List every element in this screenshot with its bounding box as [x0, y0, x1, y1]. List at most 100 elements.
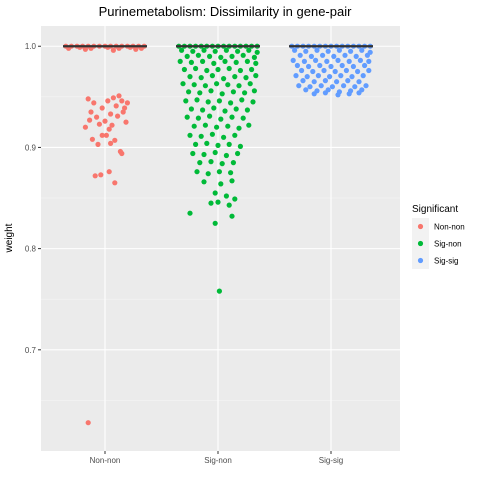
- data-point: [179, 47, 185, 53]
- data-point: [233, 59, 239, 65]
- data-point: [204, 67, 210, 74]
- data-point: [325, 48, 331, 54]
- data-point: [240, 52, 246, 58]
- data-point: [292, 47, 298, 53]
- data-point: [324, 58, 330, 64]
- data-point: [237, 67, 243, 74]
- data-point: [98, 172, 104, 178]
- data-point: [228, 100, 234, 106]
- data-point: [293, 73, 299, 79]
- data-point: [201, 179, 207, 185]
- data-point: [232, 196, 238, 202]
- data-point: [356, 90, 362, 96]
- data-point: [362, 62, 368, 69]
- data-point: [310, 68, 316, 75]
- data-point: [209, 131, 215, 137]
- data-point: [226, 65, 232, 72]
- legend-entries: Non-non Sig-non Sig-sig: [412, 218, 465, 269]
- data-point: [197, 90, 203, 96]
- data-point: [294, 62, 300, 69]
- x-tick-label: Non-non: [90, 456, 121, 465]
- data-point: [247, 81, 253, 87]
- data-point: [212, 149, 218, 156]
- data-point: [322, 90, 328, 96]
- data-point: [105, 98, 111, 104]
- data-point: [226, 141, 232, 147]
- data-point: [207, 53, 213, 60]
- data-point: [335, 92, 341, 98]
- data-point: [315, 73, 321, 79]
- data-point: [113, 103, 119, 109]
- data-point: [133, 46, 139, 52]
- data-point: [190, 48, 196, 54]
- data-point: [366, 67, 372, 74]
- data-point: [328, 63, 334, 70]
- data-point: [235, 150, 241, 157]
- data-point: [233, 106, 239, 112]
- data-point: [211, 60, 217, 66]
- data-point: [200, 107, 206, 113]
- data-point: [89, 136, 95, 142]
- y-tick-label: 0.7: [25, 346, 37, 355]
- data-point: [357, 57, 363, 64]
- data-point: [95, 141, 101, 147]
- data-point: [225, 82, 231, 88]
- data-point: [366, 58, 372, 64]
- data-point: [349, 74, 355, 80]
- data-point: [212, 220, 218, 226]
- data-point: [308, 53, 314, 60]
- data-point: [124, 100, 130, 106]
- data-point: [119, 98, 125, 104]
- data-point: [253, 73, 259, 79]
- data-point: [321, 67, 327, 74]
- data-point: [112, 180, 118, 186]
- data-point: [250, 99, 256, 105]
- data-point: [236, 83, 242, 89]
- data-point: [106, 169, 112, 175]
- data-point: [353, 53, 359, 60]
- legend-swatch: [417, 240, 424, 247]
- data-point: [251, 88, 257, 94]
- data-point: [307, 84, 313, 90]
- data-point: [254, 49, 260, 55]
- data-point: [303, 87, 309, 93]
- data-point: [82, 124, 88, 130]
- data-point: [201, 151, 207, 158]
- data-point: [183, 98, 189, 104]
- data-point: [214, 124, 220, 130]
- data-point: [311, 79, 317, 85]
- data-point: [223, 152, 229, 159]
- data-point: [222, 108, 228, 114]
- data-point: [99, 105, 105, 111]
- data-point: [301, 58, 307, 64]
- chart-title: Purinemetabolism: Dissimilarity in gene-…: [99, 4, 353, 19]
- data-point: [188, 59, 194, 65]
- data-point: [92, 173, 98, 179]
- data-point: [120, 109, 126, 115]
- data-point: [246, 122, 252, 128]
- data-point: [212, 48, 218, 54]
- data-point: [198, 133, 204, 139]
- data-point: [303, 48, 309, 54]
- plot-panel: [41, 26, 400, 451]
- data-point: [223, 47, 229, 53]
- data-point: [297, 52, 303, 58]
- data-point: [85, 420, 91, 426]
- data-point: [215, 142, 221, 148]
- y-axis-label: weight: [4, 223, 15, 253]
- legend: Significant Non-non Sig-non Sig-sig: [412, 204, 465, 269]
- data-point: [313, 57, 319, 64]
- data-point: [242, 90, 248, 96]
- data-point: [106, 126, 112, 132]
- data-point: [208, 159, 214, 165]
- data-point: [123, 119, 129, 125]
- data-point: [226, 202, 232, 208]
- data-point: [208, 88, 214, 94]
- data-point: [343, 67, 349, 74]
- data-point: [209, 73, 215, 79]
- data-point: [219, 91, 225, 97]
- data-point: [191, 123, 197, 129]
- data-point: [363, 83, 369, 89]
- data-point: [184, 114, 190, 120]
- data-point: [299, 67, 305, 74]
